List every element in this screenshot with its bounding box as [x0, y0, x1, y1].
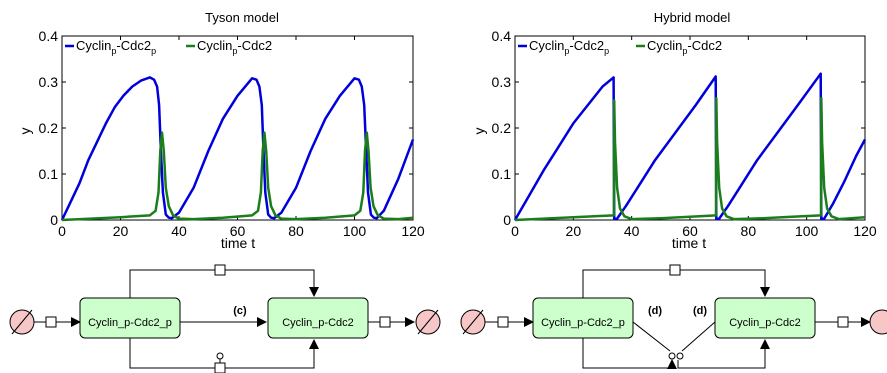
- y-tick-label: 0.3: [492, 74, 512, 90]
- y-tick-label: 0.2: [39, 120, 59, 136]
- y-tick-label: 0.2: [492, 120, 512, 136]
- y-tick-label: 0.1: [39, 166, 59, 182]
- y-axis-label: y: [17, 128, 33, 135]
- axis-ticks: 0 20 40 60 80 100 120 0 0.1 0.2 0.3 0.4: [39, 28, 425, 239]
- x-tick-label: 100: [795, 223, 819, 239]
- plot-area: [61, 35, 414, 221]
- series-lines: [513, 72, 867, 222]
- tyson-chart: Tyson model 0 20 40 60 80 100 120 0 0.1 0.2 0.3 0.4…: [17, 10, 425, 251]
- node-label-b: Cyclin_p-Cdc2: [282, 317, 354, 329]
- y-tick-label: 0: [503, 212, 511, 228]
- legend-label-series-2: Cyclinp-Cdc2: [197, 38, 272, 56]
- node-label-a: Cyclin_p-Cdc2_p: [541, 317, 625, 329]
- edge-label-a: (d): [648, 305, 662, 317]
- hybrid-reaction-diagram: [460, 264, 887, 369]
- series-line-2: [61, 131, 414, 222]
- chart-title: Tyson model: [205, 10, 279, 25]
- y-tick-label: 0.3: [39, 74, 59, 90]
- process-box-bottom: [214, 362, 226, 373]
- plot-area: [514, 35, 866, 221]
- x-tick-label: 20: [566, 223, 582, 239]
- tyson-reaction-diagram: [9, 264, 441, 373]
- sink-node: [869, 309, 887, 335]
- process-box: [379, 316, 391, 328]
- node-label-b: Cyclin_p-Cdc2: [729, 317, 801, 329]
- x-tick-label: 40: [171, 223, 187, 239]
- y-tick-label: 0.4: [39, 28, 59, 44]
- process-box: [45, 316, 57, 328]
- series-lines: [60, 76, 415, 222]
- modifier-circle: [676, 352, 684, 360]
- legend: Cyclinp-Cdc2p Cyclinp-Cdc2: [518, 38, 722, 56]
- modifier-link: [632, 321, 671, 352]
- x-tick-label: 120: [401, 223, 425, 239]
- legend-label-series-2: Cyclinp-Cdc2: [647, 38, 722, 56]
- axis-ticks: 0 20 40 60 80 100 120 0 0.1 0.2 0.3 0.4: [492, 28, 877, 239]
- node-label-a: Cyclin_p-Cdc2_p: [88, 317, 172, 329]
- x-tick-label: 80: [741, 223, 757, 239]
- legend-label-series-1: Cyclinp-Cdc2p: [529, 38, 609, 56]
- process-box: [497, 316, 509, 328]
- y-tick-label: 0.1: [492, 166, 512, 182]
- x-tick-label: 60: [682, 223, 698, 239]
- edge-bottom-left: [582, 338, 677, 369]
- modifier-link: [681, 321, 716, 352]
- process-box: [837, 316, 849, 328]
- x-tick-label: 60: [230, 223, 246, 239]
- node-box-b: [267, 297, 369, 339]
- source-slash: [462, 309, 484, 335]
- x-tick-label: 100: [343, 223, 367, 239]
- edge-label-b: (d): [693, 305, 707, 317]
- x-tick-label: 0: [58, 223, 66, 239]
- modifier-circle: [668, 352, 676, 360]
- node-box-b: [714, 297, 816, 339]
- modifier-circle: [216, 352, 224, 360]
- chart-title: Hybrid model: [654, 10, 731, 25]
- x-axis-label: time t: [672, 235, 706, 251]
- x-tick-label: 40: [624, 223, 640, 239]
- x-tick-label: 0: [511, 223, 519, 239]
- edge-bottom-right: [677, 339, 770, 369]
- hybrid-chart: Hybrid model 0 20 40 60 80 100 120 0 0.1 0.2 0.3 0.…: [471, 10, 877, 251]
- sink-slash: [417, 309, 439, 335]
- y-tick-label: 0.4: [492, 28, 512, 44]
- process-box-top: [214, 264, 226, 276]
- edge-label: (c): [233, 305, 247, 317]
- source-slash: [11, 309, 33, 335]
- x-tick-label: 120: [853, 223, 877, 239]
- legend: Cyclinp-Cdc2p Cyclinp-Cdc2: [65, 38, 272, 56]
- x-axis-label: time t: [221, 235, 255, 251]
- series-line-1: [513, 72, 867, 221]
- legend-label-series-1: Cyclinp-Cdc2p: [76, 38, 156, 56]
- x-tick-label: 80: [288, 223, 304, 239]
- series-line-2: [514, 96, 866, 222]
- y-axis-label: y: [471, 128, 487, 135]
- y-tick-label: 0: [50, 212, 58, 228]
- series-line-1: [60, 76, 415, 221]
- process-box-top: [669, 264, 681, 276]
- x-tick-label: 20: [113, 223, 129, 239]
